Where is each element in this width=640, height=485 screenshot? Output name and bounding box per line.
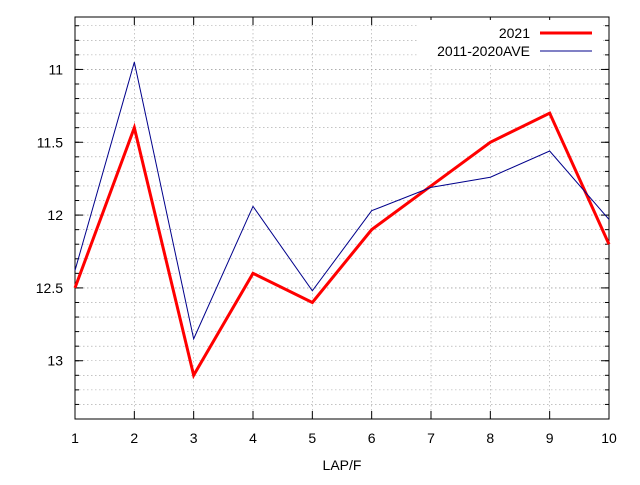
x-tick-label: 10: [601, 430, 617, 446]
x-tick-label: 6: [368, 430, 376, 446]
x-tick-label: 4: [249, 430, 257, 446]
y-tick-label: 12.5: [36, 280, 63, 296]
x-tick-label: 8: [486, 430, 494, 446]
legend-box: [418, 20, 603, 64]
y-tick-label: 12: [47, 207, 63, 223]
series-line: [74, 62, 610, 341]
legend-label: 2021: [499, 25, 530, 41]
series-line: [73, 111, 611, 380]
y-tick-label: 11.5: [37, 134, 63, 150]
x-tick-label: 1: [71, 430, 79, 446]
x-tick-label: 5: [308, 430, 316, 446]
x-tick-label: 3: [190, 430, 198, 446]
plot-frame: [74, 16, 610, 420]
y-tick-label: 11: [48, 61, 63, 77]
x-tick-label: 9: [546, 430, 554, 446]
legend-label: 2011-2020AVE: [437, 43, 530, 59]
x-tick-label: 2: [130, 430, 138, 446]
y-tick-label: 13: [47, 353, 63, 369]
x-axis-label: LAP/F: [323, 457, 362, 473]
x-tick-label: 7: [427, 430, 435, 446]
legend: 2021 2011-2020AVE: [418, 20, 603, 64]
